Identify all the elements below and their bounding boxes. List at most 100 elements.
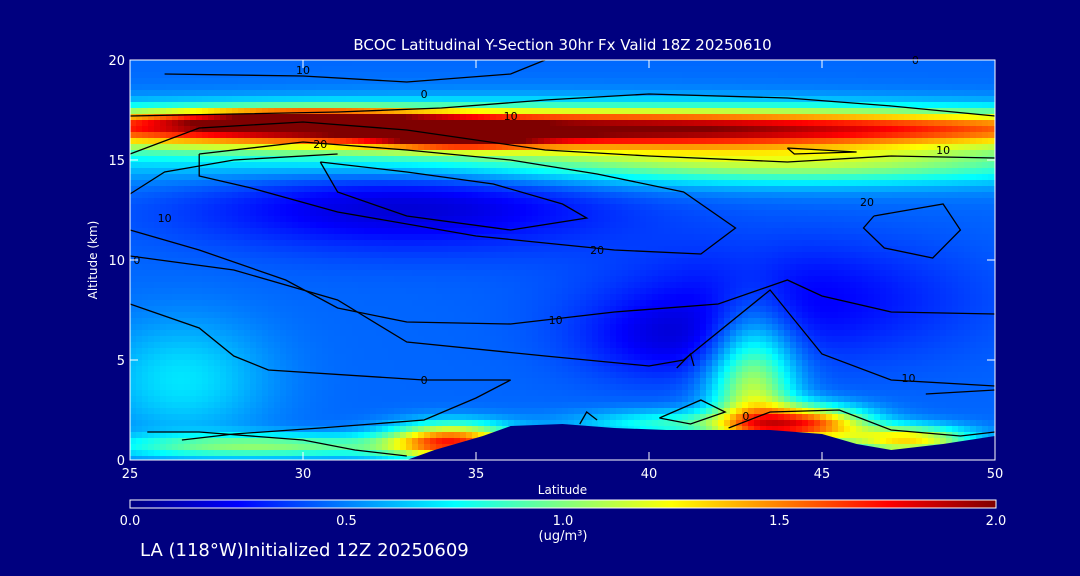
heatmap-cell bbox=[688, 240, 695, 247]
heatmap-cell bbox=[610, 192, 617, 199]
heatmap-cell bbox=[268, 144, 275, 151]
heatmap-cell bbox=[358, 126, 365, 133]
heatmap-cell bbox=[148, 210, 155, 217]
heatmap-cell bbox=[256, 96, 263, 103]
heatmap-cell bbox=[730, 204, 737, 211]
heatmap-cell bbox=[940, 90, 947, 97]
heatmap-cell bbox=[130, 264, 137, 271]
heatmap-cell bbox=[682, 198, 689, 205]
heatmap-cell bbox=[988, 192, 995, 199]
heatmap-cell bbox=[658, 234, 665, 241]
heatmap-cell bbox=[820, 132, 827, 139]
heatmap-cell bbox=[850, 150, 857, 157]
heatmap-cell bbox=[418, 180, 425, 187]
heatmap-cell bbox=[220, 90, 227, 97]
heatmap-cell bbox=[820, 78, 827, 85]
heatmap-cell bbox=[490, 138, 497, 145]
heatmap-cell bbox=[268, 78, 275, 85]
heatmap-cell bbox=[256, 102, 263, 109]
heatmap-cell bbox=[454, 102, 461, 109]
heatmap-cell bbox=[724, 252, 731, 259]
heatmap-cell bbox=[718, 192, 725, 199]
heatmap-cell bbox=[910, 84, 917, 91]
heatmap-cell bbox=[766, 234, 773, 241]
heatmap-cell bbox=[526, 60, 533, 67]
heatmap-cell bbox=[316, 222, 323, 229]
heatmap-cell bbox=[838, 96, 845, 103]
heatmap-cell bbox=[358, 168, 365, 175]
heatmap-cell bbox=[682, 96, 689, 103]
heatmap-cell bbox=[166, 102, 173, 109]
heatmap-cell bbox=[634, 138, 641, 145]
heatmap-cell bbox=[250, 174, 257, 181]
heatmap-cell bbox=[496, 234, 503, 241]
heatmap-cell bbox=[208, 66, 215, 73]
heatmap-cell bbox=[934, 186, 941, 193]
heatmap-cell bbox=[862, 192, 869, 199]
heatmap-cell bbox=[754, 228, 761, 235]
heatmap-cell bbox=[208, 120, 215, 127]
heatmap-cell bbox=[754, 78, 761, 85]
heatmap-cell bbox=[226, 78, 233, 85]
heatmap-cell bbox=[664, 90, 671, 97]
heatmap-cell bbox=[562, 72, 569, 79]
heatmap-cell bbox=[184, 126, 191, 133]
heatmap-cell bbox=[136, 228, 143, 235]
heatmap-cell bbox=[682, 120, 689, 127]
heatmap-cell bbox=[190, 60, 197, 67]
heatmap-cell bbox=[802, 162, 809, 169]
heatmap-cell bbox=[322, 72, 329, 79]
heatmap-cell bbox=[712, 204, 719, 211]
heatmap-cell bbox=[352, 150, 359, 157]
heatmap-cell bbox=[382, 108, 389, 115]
heatmap-cell bbox=[886, 216, 893, 223]
heatmap-cell bbox=[202, 60, 209, 67]
heatmap-cell bbox=[898, 72, 905, 79]
heatmap-cell bbox=[358, 138, 365, 145]
heatmap-cell bbox=[754, 114, 761, 121]
heatmap-cell bbox=[148, 180, 155, 187]
heatmap-cell bbox=[934, 114, 941, 121]
heatmap-cell bbox=[898, 66, 905, 73]
heatmap-cell bbox=[622, 192, 629, 199]
heatmap-cell bbox=[484, 150, 491, 157]
heatmap-cell bbox=[538, 138, 545, 145]
heatmap-cell bbox=[880, 198, 887, 205]
heatmap-cell bbox=[346, 102, 353, 109]
heatmap-cell bbox=[916, 102, 923, 109]
heatmap-cell bbox=[868, 228, 875, 235]
heatmap-cell bbox=[304, 72, 311, 79]
heatmap-cell bbox=[526, 174, 533, 181]
heatmap-cell bbox=[748, 162, 755, 169]
heatmap-cell bbox=[982, 198, 989, 205]
heatmap-cell bbox=[424, 258, 431, 265]
heatmap-cell bbox=[952, 126, 959, 133]
heatmap-cell bbox=[748, 90, 755, 97]
heatmap-cell bbox=[976, 126, 983, 133]
heatmap-cell bbox=[214, 102, 221, 109]
heatmap-cell bbox=[214, 168, 221, 175]
heatmap-cell bbox=[784, 108, 791, 115]
heatmap-cell bbox=[442, 120, 449, 127]
heatmap-cell bbox=[628, 204, 635, 211]
heatmap-cell bbox=[622, 168, 629, 175]
heatmap-cell bbox=[526, 240, 533, 247]
heatmap-cell bbox=[802, 138, 809, 145]
heatmap-cell bbox=[670, 132, 677, 139]
heatmap-cell bbox=[490, 60, 497, 67]
heatmap-cell bbox=[232, 240, 239, 247]
heatmap-cell bbox=[466, 234, 473, 241]
heatmap-cell bbox=[976, 240, 983, 247]
heatmap-cell bbox=[190, 246, 197, 253]
heatmap-cell bbox=[826, 90, 833, 97]
heatmap-cell bbox=[742, 222, 749, 229]
heatmap-cell bbox=[502, 180, 509, 187]
heatmap-cell bbox=[856, 66, 863, 73]
heatmap-cell bbox=[172, 132, 179, 139]
heatmap-cell bbox=[244, 246, 251, 253]
heatmap-cell bbox=[466, 108, 473, 115]
heatmap-cell bbox=[772, 132, 779, 139]
heatmap-cell bbox=[904, 210, 911, 217]
heatmap-cell bbox=[670, 138, 677, 145]
heatmap-cell bbox=[544, 174, 551, 181]
